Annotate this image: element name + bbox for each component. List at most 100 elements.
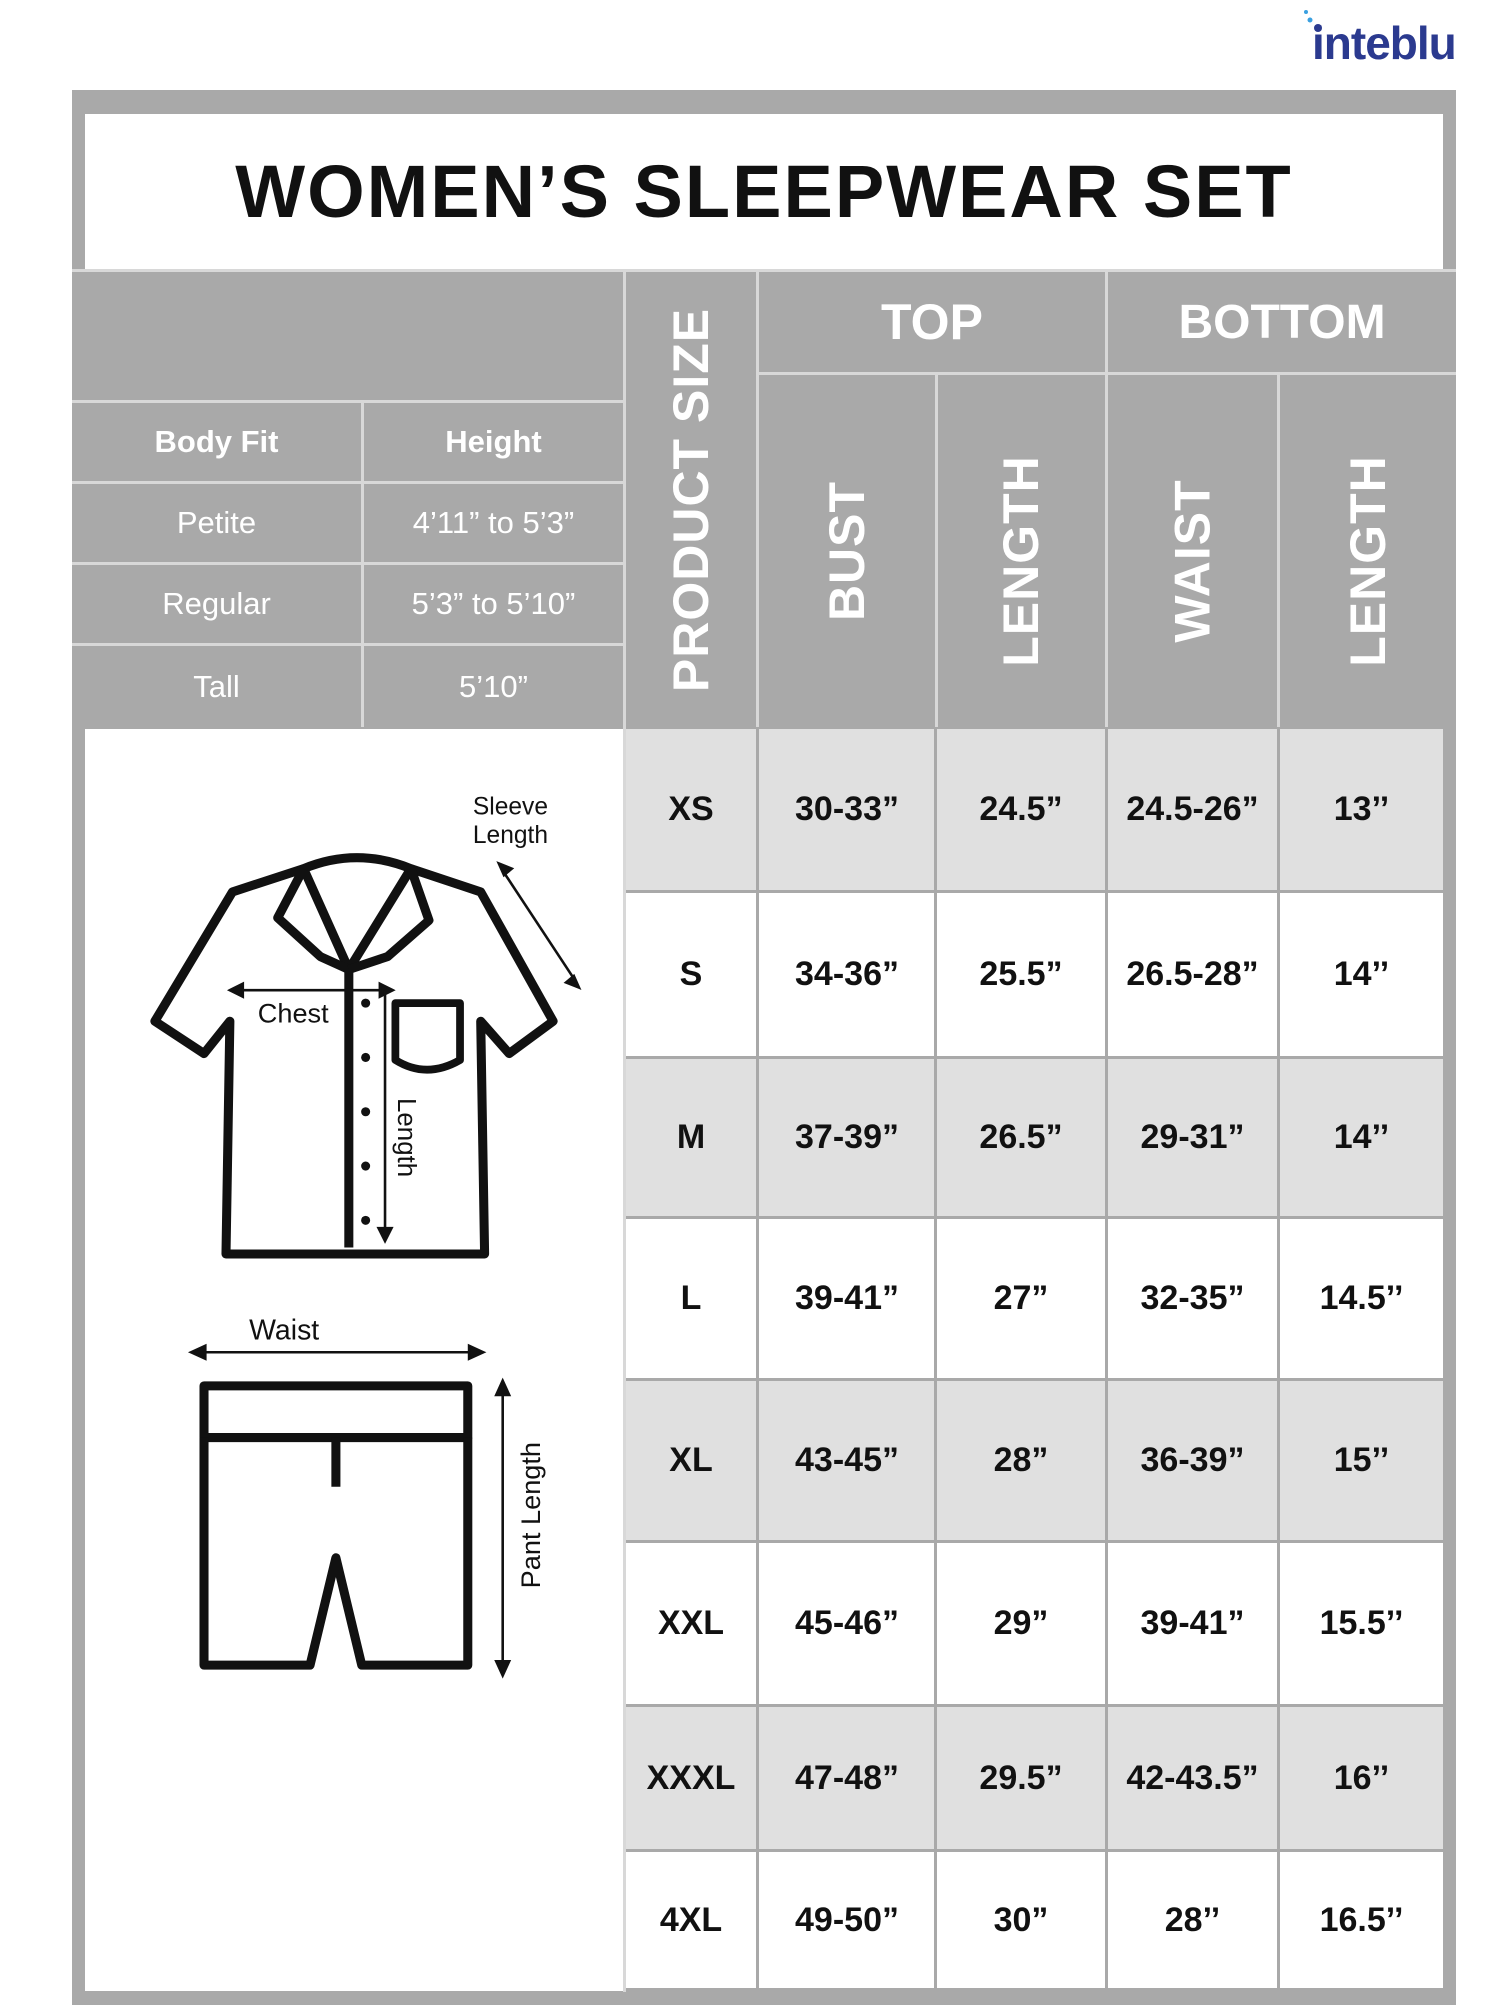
cell-bust: 34-36” <box>795 955 899 993</box>
page-title: WOMEN’S SLEEPWEAR SET <box>235 150 1293 233</box>
divider <box>72 481 623 484</box>
divider <box>623 272 626 1992</box>
logo-dots-icon <box>1304 10 1322 32</box>
cell-top-length: 26.5” <box>979 1118 1063 1156</box>
cell-top-length: 24.5” <box>979 790 1063 828</box>
table-row: 4XL 49-50” 30” 28’’ 16.5’’ <box>626 1852 1443 1988</box>
cell-size: XS <box>668 790 714 828</box>
cell-bottom-length: 13’’ <box>1333 790 1390 828</box>
cell-top-length: 25.5” <box>979 955 1063 993</box>
height-header: Height <box>445 424 542 459</box>
chest-label: Chest <box>258 998 329 1029</box>
sleeve-length-label-1: Sleeve <box>473 793 548 820</box>
title-box: WOMEN’S SLEEPWEAR SET <box>85 114 1443 269</box>
measure-arrows <box>187 861 582 1679</box>
cell-bust: 39-41” <box>795 1279 899 1317</box>
cell-size: XXL <box>657 1604 725 1642</box>
cell-bottom-length: 15.5’’ <box>1319 1604 1404 1642</box>
body-fit-regular: Regular <box>162 586 271 621</box>
divider <box>361 400 364 727</box>
header-top-length: LENGTH <box>937 375 1105 727</box>
header-top: TOP <box>759 272 1105 372</box>
divider <box>72 400 623 403</box>
divider <box>756 272 759 727</box>
cell-bust: 37-39” <box>795 1118 899 1156</box>
table-row: XXXL 47-48” 29.5” 42-43.5” 16’’ <box>626 1707 1443 1849</box>
cell-bottom-length: 16.5’’ <box>1319 1900 1404 1939</box>
body-fit-header: Body Fit <box>154 424 279 459</box>
logo-text: inteblu <box>1312 17 1457 69</box>
cell-bottom-length: 14’’ <box>1333 955 1390 993</box>
garment-drawing: Sleeve Length Chest Length Waist Pant Le… <box>150 793 582 1679</box>
cell-top-length: 29.5” <box>979 1758 1063 1797</box>
divider <box>756 729 759 1991</box>
header-bottom-length: LENGTH <box>1280 375 1456 727</box>
cell-size: XXXL <box>646 1758 736 1797</box>
body-fit-tall: Tall <box>193 668 240 704</box>
cell-size: M <box>676 1118 706 1156</box>
cell-waist: 29-31” <box>1140 1118 1245 1156</box>
cell-waist: 24.5-26” <box>1126 790 1259 828</box>
shirt-icon <box>150 853 558 1259</box>
length-label: Length <box>392 1098 420 1177</box>
brand-logo: inteblu <box>1300 8 1480 69</box>
divider <box>1105 272 1108 727</box>
header-waist-label: WAIST <box>1164 479 1221 643</box>
header-bottom-label: BOTTOM <box>1178 295 1386 349</box>
height-regular: 5’3” to 5’10” <box>411 586 576 621</box>
table-row: XXL 45-46” 29” 39-41” 15.5’’ <box>626 1543 1443 1704</box>
header-top-label: TOP <box>881 294 983 350</box>
garment-illustration: Sleeve Length Chest Length Waist Pant Le… <box>85 729 623 1991</box>
body-fit-table: Body Fit Height Petite 4’11” to 5’3” Reg… <box>72 400 623 727</box>
table-row: S 34-36” 25.5” 26.5-28” 14’’ <box>626 893 1443 1056</box>
cell-bottom-length: 14’’ <box>1333 1118 1390 1156</box>
cell-top-length: 27” <box>993 1279 1049 1317</box>
cell-top-length: 28” <box>993 1441 1049 1479</box>
cell-waist: 36-39” <box>1140 1441 1245 1479</box>
sleeve-length-label-2: Length <box>473 822 548 849</box>
cell-waist: 28’’ <box>1164 1900 1221 1939</box>
body-fit-petite: Petite <box>176 505 257 540</box>
divider <box>72 269 1456 272</box>
cell-waist: 26.5-28” <box>1126 955 1259 993</box>
table-row: M 37-39” 26.5” 29-31” 14’’ <box>626 1059 1443 1216</box>
divider <box>935 372 938 727</box>
header-product-size-label: PRODUCT SIZE <box>663 307 719 692</box>
header-product-size: PRODUCT SIZE <box>626 272 756 727</box>
divider <box>72 643 623 646</box>
divider <box>1105 729 1108 1991</box>
header-bottom: BOTTOM <box>1108 272 1456 372</box>
cell-bust: 47-48” <box>795 1758 899 1797</box>
cell-bust: 30-33” <box>795 790 899 828</box>
divider <box>72 562 623 565</box>
table-row: L 39-41” 27” 32-35” 14.5’’ <box>626 1219 1443 1378</box>
cell-waist: 42-43.5” <box>1126 1758 1259 1797</box>
cell-top-length: 30” <box>993 1900 1049 1939</box>
cell-size: S <box>679 955 703 993</box>
cell-bottom-length: 14.5’’ <box>1319 1279 1404 1317</box>
size-table: XS 30-33” 24.5” 24.5-26” 13’’ S 34-36” 25.5” 26.… <box>626 729 1443 1991</box>
waist-label: Waist <box>249 1314 319 1346</box>
cell-waist: 32-35” <box>1140 1279 1245 1317</box>
cell-bust: 43-45” <box>795 1441 899 1479</box>
table-row: XL 43-45” 28” 36-39” 15’’ <box>626 1381 1443 1540</box>
header-bottom-length-label: LENGTH <box>1340 455 1397 667</box>
cell-size: 4XL <box>659 1900 723 1939</box>
cell-bottom-length: 15’’ <box>1333 1441 1390 1479</box>
table-row: XS 30-33” 24.5” 24.5-26” 13’’ <box>626 729 1443 890</box>
header-waist: WAIST <box>1108 375 1277 727</box>
header-bust-label: BUST <box>818 480 875 622</box>
cell-bust: 49-50” <box>795 1900 899 1939</box>
divider <box>1277 729 1280 1991</box>
pant-length-label: Pant Length <box>515 1442 546 1588</box>
divider <box>1277 372 1280 727</box>
divider <box>934 729 937 1991</box>
shirt-buttons <box>361 998 371 1225</box>
cell-size: XL <box>669 1441 713 1479</box>
header-top-length-label: LENGTH <box>993 455 1050 667</box>
height-petite: 4’11” to 5’3” <box>412 505 575 540</box>
cell-top-length: 29” <box>993 1604 1049 1642</box>
divider <box>759 372 1456 375</box>
cell-size: L <box>680 1279 702 1317</box>
cell-bust: 45-46” <box>795 1604 899 1642</box>
